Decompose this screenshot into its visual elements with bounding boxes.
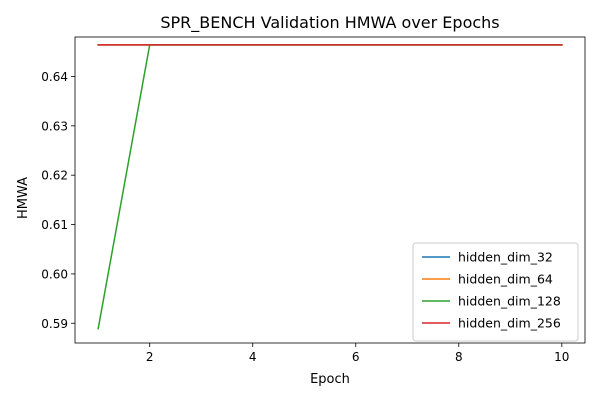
- x-tick-label: 10: [554, 350, 569, 364]
- legend-label-hidden_dim_256: hidden_dim_256: [458, 316, 561, 331]
- x-tick-label: 2: [146, 350, 154, 364]
- y-tick-label: 0.61: [41, 218, 68, 232]
- legend-box: [412, 242, 579, 342]
- x-tick-label: 6: [352, 350, 360, 364]
- x-axis-label: Epoch: [310, 372, 350, 387]
- plot-area: [74, 36, 586, 344]
- legend-label-hidden_dim_64: hidden_dim_64: [458, 272, 553, 287]
- legend-label-hidden_dim_128: hidden_dim_128: [458, 294, 561, 309]
- y-axis: 0.59 0.60 0.61 0.62 0.63 0.64: [41, 70, 75, 331]
- chart-title: SPR_BENCH Validation HMWA over Epochs: [160, 13, 499, 33]
- x-tick-label: 8: [455, 350, 463, 364]
- y-tick-label: 0.60: [41, 267, 68, 281]
- x-tick-label: 4: [249, 350, 257, 364]
- y-tick-label: 0.59: [41, 317, 68, 331]
- y-tick-label: 0.63: [41, 119, 68, 133]
- y-tick-label: 0.62: [41, 169, 68, 183]
- y-tick-label: 0.64: [41, 70, 68, 84]
- legend: hidden_dim_32 hidden_dim_64 hidden_dim_128…: [412, 242, 579, 342]
- axes-frame: [74, 36, 586, 344]
- y-axis-label: HMWA: [16, 177, 31, 219]
- x-axis: 2 4 6 8 10: [146, 343, 569, 364]
- legend-label-hidden_dim_32: hidden_dim_32: [458, 250, 553, 265]
